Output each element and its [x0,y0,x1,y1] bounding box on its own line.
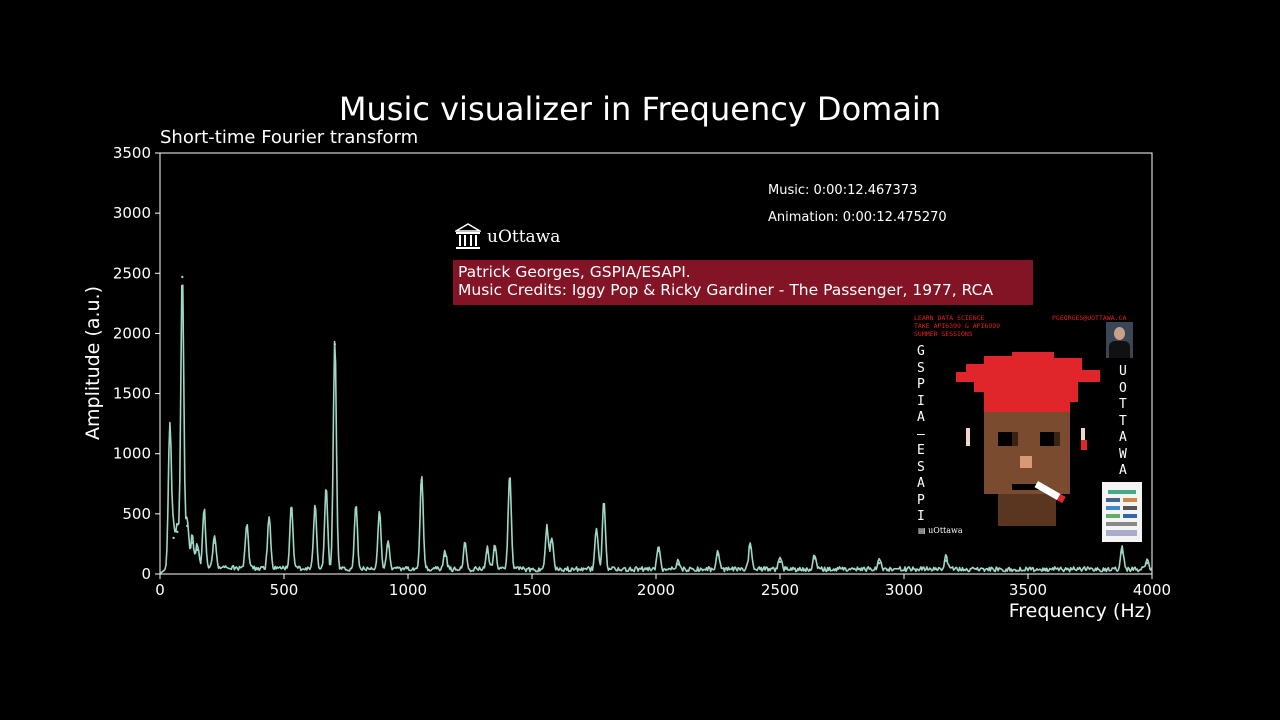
y-tick-label: 1500 [113,385,151,403]
y-tick-label: 2000 [113,324,151,342]
y-tick-label: 3500 [113,144,151,162]
spectrum-peak [181,275,184,279]
x-axis-label: Frequency (Hz) [1008,600,1152,622]
x-tick-label: 4000 [1133,581,1171,599]
flyer-thumbnail [1102,482,1142,542]
building-icon [455,223,481,249]
spectrum-peak [677,563,680,566]
spectrum-peak [191,541,194,544]
chart-subtitle: Short-time Fourier transform [160,127,419,148]
spectrum-peak [290,506,293,510]
spectrum-peak [508,477,511,481]
x-tick-label: 1500 [513,581,551,599]
x-tick-label: 0 [155,581,165,599]
credit-box: Patrick Georges, GSPIA/ESAPI. Music Cred… [453,260,1033,305]
spectrum-peak [463,545,467,548]
x-tick-label: 3000 [885,581,923,599]
spectrum-peak [1121,551,1124,554]
y-tick-label: 1000 [113,445,151,463]
spectrum-peak [749,546,752,549]
music-timestamp: Music: 0:00:12.467373 [768,183,918,198]
spectrum-peak [267,519,271,523]
x-tick-label: 1000 [389,581,427,599]
animation-timestamp: Animation: 0:00:12.475270 [768,210,947,225]
logo-text: uOttawa [487,227,561,247]
spectrum-peak [354,506,358,510]
spectrum-peak [333,343,337,346]
spectrum-peak [486,551,489,554]
spectrum-peak [657,549,660,553]
building-icon: ▤ [918,526,926,535]
y-tick-label: 500 [122,505,151,523]
portrait-photo [1106,322,1133,358]
spectrum-peak [386,545,390,548]
x-tick-label: 2000 [637,581,675,599]
spectrum-peak [444,554,447,558]
spectrum-peak [196,548,199,552]
plot-frame [159,152,1153,575]
spectrum-peak [716,553,720,556]
poster-logo: ▤ uOttawa [918,526,963,535]
credit-author: Patrick Georges, GSPIA/ESAPI. [458,263,691,281]
spectrum-peak [202,513,206,517]
x-tick-label: 2500 [761,581,799,599]
y-tick-label: 0 [141,565,151,583]
spectrum-peak [378,512,381,516]
spectrum-peak [420,478,423,482]
spectrum-peak [493,548,496,552]
spectrum-peak [168,430,172,434]
spectrum-peak [245,528,248,531]
y-tick-label: 2500 [113,264,151,282]
spectrum-peak [176,530,179,534]
spectrum-peak [878,561,881,565]
spectrum-line [159,284,1153,575]
spectrum-peak [545,529,549,532]
spectrum-peak [813,557,816,560]
spectrum-peak [172,536,175,540]
spectrum-peak [213,541,216,544]
x-tick-label: 3500 [1009,581,1047,599]
spectrum-peak [186,524,189,528]
x-tick-label: 500 [270,581,299,599]
spectrum-peak [1145,561,1149,565]
spectrum-peak [778,560,782,564]
poster-course-text: LEARN DATA SCIENCE TAKE API6399 & API699… [914,314,1001,338]
uottawa-logo: uOttawa [455,223,560,251]
credit-music: Music Credits: Iggy Pop & Ricky Gardiner… [458,281,994,299]
spectrum-peak [944,559,948,562]
spectrum-peak [313,507,317,511]
pixel-punk-illustration [956,352,1100,526]
poster-image: LEARN DATA SCIENCE TAKE API6399 & API699… [912,312,1146,544]
spectrum-peak [595,530,598,534]
chart-title: Music visualizer in Frequency Domain [338,90,942,128]
spectrum-peak [324,489,328,493]
y-tick-label: 3000 [113,204,151,222]
spectrum-peak [550,540,554,543]
spectrum-peak [602,505,606,508]
poster-email: PGEORGES@UOTTAWA.CA [1052,314,1127,322]
